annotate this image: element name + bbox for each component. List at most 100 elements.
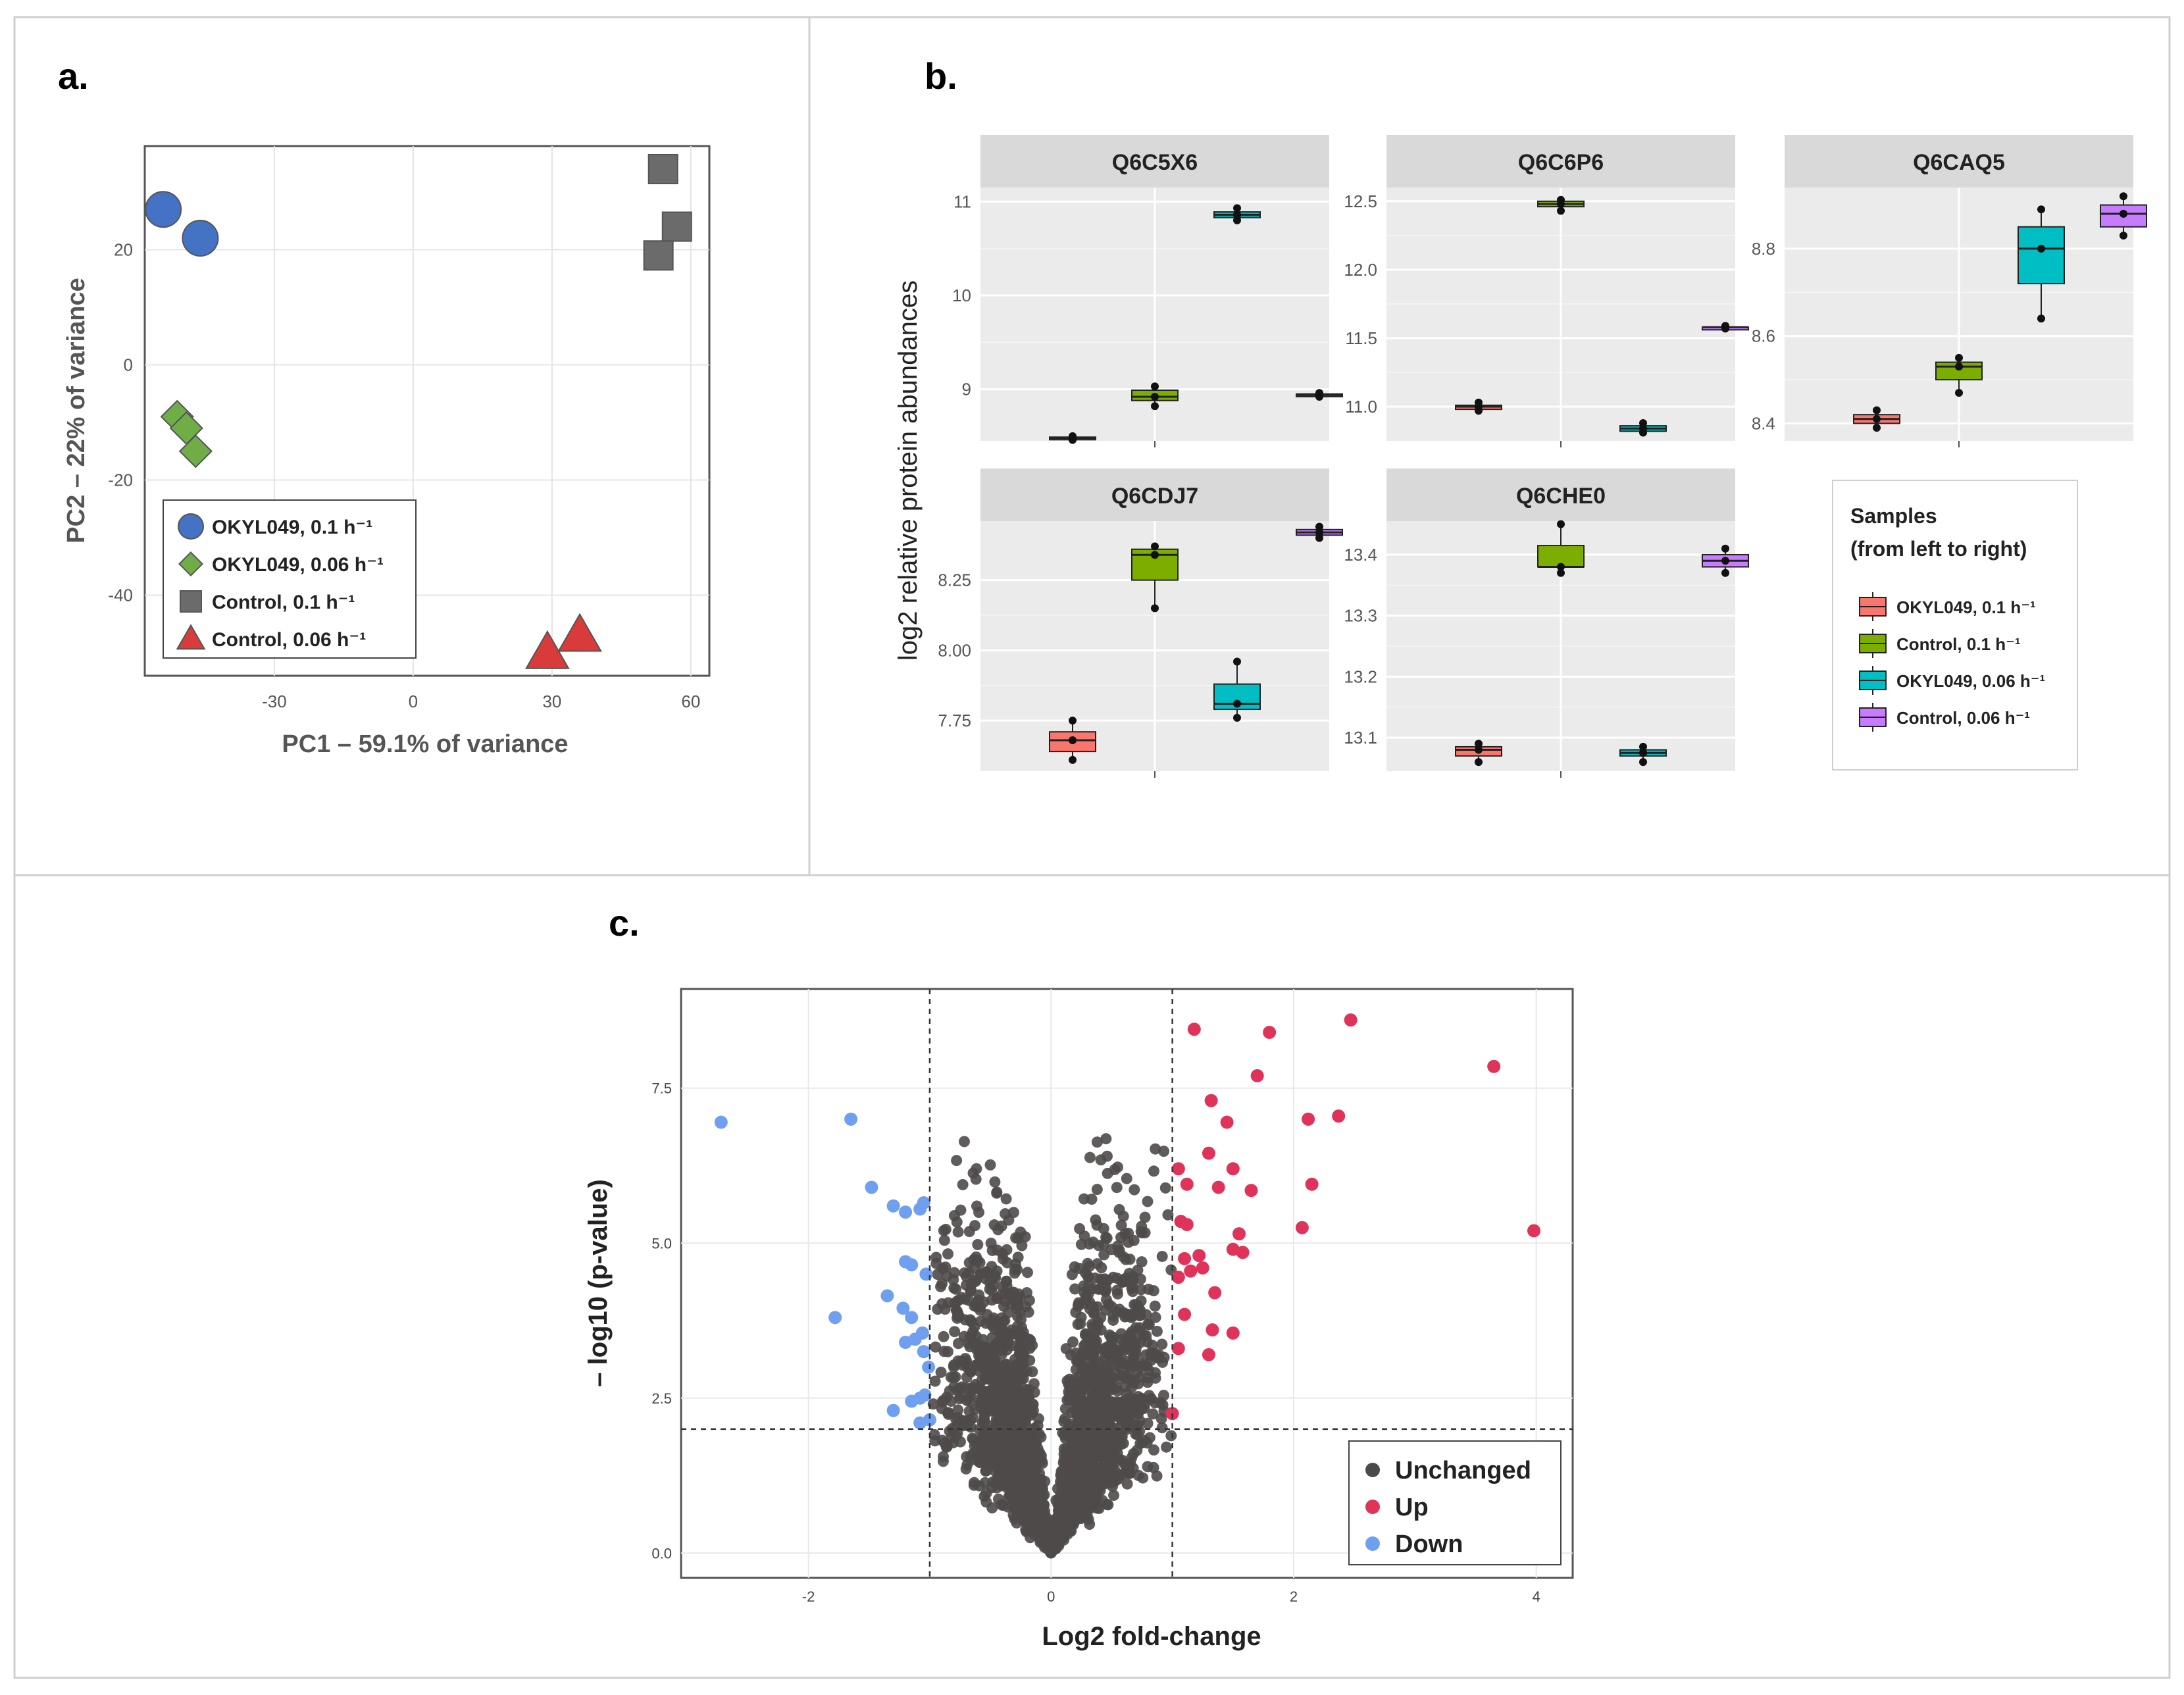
volcano-point-unchanged: [958, 1136, 970, 1148]
volcano-point-unchanged: [1050, 1519, 1062, 1531]
volcano-point-up: [1171, 1342, 1185, 1355]
volcano-point-unchanged: [991, 1292, 1003, 1304]
volcano-point-unchanged: [1156, 1250, 1168, 1262]
volcano-point-unchanged: [1095, 1154, 1107, 1166]
volcano-point-unchanged: [1017, 1373, 1029, 1384]
volcano-point-down: [923, 1413, 936, 1427]
volcano-point-unchanged: [1107, 1371, 1119, 1383]
volcano-point-unchanged: [1037, 1490, 1049, 1502]
volcano-point-unchanged: [996, 1312, 1007, 1324]
volcano-point-unchanged: [980, 1487, 992, 1499]
facet-strip: [980, 468, 1329, 521]
volcano-point-up: [1171, 1162, 1185, 1176]
volcano-point-unchanged: [945, 1371, 957, 1383]
volcano-point-down: [905, 1311, 919, 1325]
volcano-point-unchanged: [979, 1342, 991, 1353]
pca-y-tick-label: -40: [108, 586, 133, 605]
volcano-point-unchanged: [1092, 1485, 1104, 1497]
box-point: [1639, 424, 1647, 433]
volcano-point-unchanged: [930, 1341, 942, 1353]
facet-q6c6p6: Q6C6P6 11.0 11.5 12.0 12.5: [1344, 135, 1749, 447]
volcano-point-unchanged: [937, 1451, 949, 1463]
volcano-point-unchanged: [1155, 1413, 1167, 1425]
volcano-point-unchanged: [1082, 1349, 1094, 1361]
pca-x-tick-label: -30: [262, 692, 287, 711]
volcano-point-unchanged: [1100, 1441, 1112, 1453]
volcano-point-unchanged: [967, 1167, 979, 1179]
volcano-point-unchanged: [998, 1327, 1010, 1338]
volcano-point-unchanged: [1027, 1366, 1038, 1378]
volcano-legend-box: [1348, 1440, 1562, 1565]
box-point: [1721, 322, 1729, 330]
volcano-point-unchanged: [1058, 1448, 1070, 1460]
volcano-point-unchanged: [1142, 1319, 1154, 1330]
volcano-point-unchanged: [1111, 1441, 1123, 1453]
facet-strip: [1386, 135, 1735, 188]
pca-y-tick-label: -20: [108, 470, 133, 490]
volcano-point-unchanged: [1082, 1473, 1094, 1485]
volcano-point-unchanged: [1016, 1430, 1028, 1442]
volcano-point-up: [1180, 1218, 1194, 1231]
volcano-point-unchanged: [959, 1293, 971, 1305]
volcano-tick-labels: -2 0 2 4 0.0 2.5 5.0 7.5: [651, 1080, 1540, 1605]
volcano-point-unchanged: [1138, 1402, 1150, 1414]
box-point: [1233, 713, 1241, 722]
volcano-point-unchanged: [944, 1385, 955, 1397]
volcano-point-unchanged: [1132, 1264, 1144, 1276]
volcano-point-unchanged: [1061, 1494, 1073, 1505]
volcano-point-unchanged: [961, 1394, 973, 1406]
volcano-point-unchanged: [1021, 1267, 1033, 1278]
volcano-point-unchanged: [1072, 1300, 1084, 1312]
box-point: [1639, 749, 1647, 757]
volcano-point-up: [1220, 1115, 1234, 1129]
volcano-point-down: [865, 1180, 878, 1194]
box-point: [1315, 528, 1323, 537]
pca-point: [643, 240, 674, 271]
volcano-point-unchanged: [1088, 1307, 1100, 1319]
volcano-point-unchanged: [1113, 1203, 1125, 1215]
volcano-point-up: [1178, 1307, 1192, 1321]
volcano-point-down: [905, 1258, 919, 1272]
box-point: [1873, 406, 1881, 415]
volcano-point-unchanged: [973, 1383, 985, 1395]
volcano-point-up: [1236, 1246, 1250, 1259]
volcano-point-up: [1344, 1013, 1358, 1027]
volcano-point-unchanged: [1108, 1382, 1120, 1394]
volcano-point-unchanged: [1136, 1256, 1148, 1268]
volcano-point-unchanged: [1105, 1396, 1117, 1407]
volcano-point-unchanged: [1086, 1193, 1098, 1205]
volcano-point-unchanged: [1134, 1273, 1146, 1285]
boxplot-legend-label: OKYL049, 0.1 h⁻¹: [1896, 597, 2036, 617]
pca-x-axis-label: PC1 – 59.1% of variance: [282, 730, 568, 758]
box-body: [2018, 226, 2065, 285]
volcano-point-up: [1204, 1094, 1218, 1107]
pca-plot: -30 0 30 60 -40 -20 0 20 PC1 – 59.1% of varianc…: [63, 145, 711, 758]
volcano-y-tick-label: 7.5: [651, 1080, 672, 1097]
box-point: [1955, 353, 1963, 362]
facet-y-tick-label: 8.4: [1752, 413, 1775, 433]
volcano-point-up: [1263, 1025, 1277, 1039]
volcano-point-unchanged: [952, 1385, 964, 1397]
volcano-point-unchanged: [939, 1303, 951, 1315]
box-point: [1557, 207, 1565, 215]
volcano-point-unchanged: [986, 1332, 998, 1344]
volcano-point-unchanged: [984, 1159, 996, 1171]
volcano-point-unchanged: [1113, 1453, 1125, 1465]
box-point: [1233, 204, 1241, 213]
volcano-point-unchanged: [1016, 1240, 1028, 1252]
figure-border: [13, 16, 2171, 1679]
volcano-points: [714, 1013, 1541, 1559]
volcano-point-unchanged: [1007, 1454, 1019, 1465]
volcano-point-unchanged: [1121, 1173, 1132, 1184]
pca-point: [661, 211, 692, 242]
pca-point: [648, 154, 678, 184]
volcano-point-unchanged: [1002, 1412, 1014, 1424]
volcano-point-unchanged: [968, 1262, 980, 1274]
volcano-point-up: [1208, 1286, 1222, 1300]
boxplot-legend-box: [1832, 480, 2078, 771]
box-point: [1151, 604, 1159, 613]
volcano-point-unchanged: [1080, 1290, 1092, 1302]
volcano-point-unchanged: [980, 1496, 992, 1508]
boxplot-panel: log2 relative protein abundances Q6C5X6 9…: [894, 135, 2147, 778]
box-point: [1069, 755, 1077, 764]
